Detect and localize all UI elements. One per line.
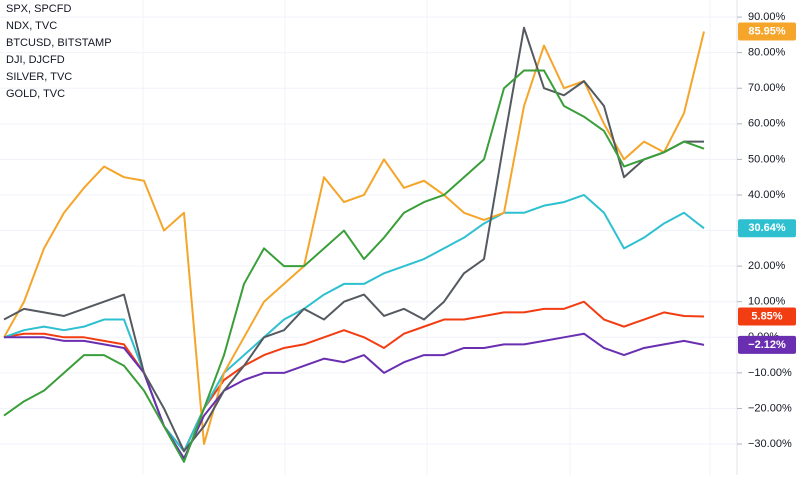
value-label-text: 5.85%	[751, 310, 782, 322]
legend-entry: SPX, SPCFD	[6, 3, 71, 15]
vertical-grid	[142, 0, 711, 475]
value-label: 5.85%	[738, 307, 796, 326]
y-tick-label: 70.00%	[748, 82, 786, 94]
y-tick-label: 40.00%	[748, 189, 786, 201]
y-tick-label: 90.00%	[748, 11, 786, 23]
legend-entry: GOLD, TVC	[6, 88, 65, 100]
legend-entry: SILVER, TVC	[6, 71, 72, 83]
series-line	[3, 69, 705, 463]
value-label-box	[738, 22, 796, 41]
y-tick-label: 80.00%	[748, 47, 786, 59]
y-tick-label: −20.00%	[748, 402, 792, 414]
series-line	[3, 300, 705, 453]
value-label: 85.95%	[738, 22, 796, 41]
value-label: 30.64%	[738, 219, 796, 238]
value-label-box	[738, 219, 796, 238]
y-tick-label: −30.00%	[748, 438, 792, 450]
y-tick-label: 10.00%	[748, 296, 786, 308]
series-line	[3, 193, 705, 453]
series-line	[4, 332, 705, 460]
legend-entry: DJI, DJCFD	[6, 54, 65, 66]
value-label-box	[738, 307, 796, 326]
y-tick-label: 20.00%	[748, 260, 786, 272]
value-label-text: 85.95%	[748, 25, 786, 37]
value-label-text: 30.64%	[748, 222, 786, 234]
series-line	[3, 31, 705, 446]
series-line	[3, 26, 704, 453]
y-tick-label: 60.00%	[748, 118, 786, 130]
legend-entry: BTCUSD, BITSTAMP	[6, 37, 112, 49]
value-label: −2.12%	[738, 335, 796, 354]
legend-entry: NDX, TVC	[6, 20, 57, 32]
value-label-box	[738, 335, 796, 354]
y-tick-label: −10.00%	[748, 367, 792, 379]
value-label-text: −2.12%	[748, 339, 786, 351]
y-tick-label: 50.00%	[748, 153, 786, 165]
